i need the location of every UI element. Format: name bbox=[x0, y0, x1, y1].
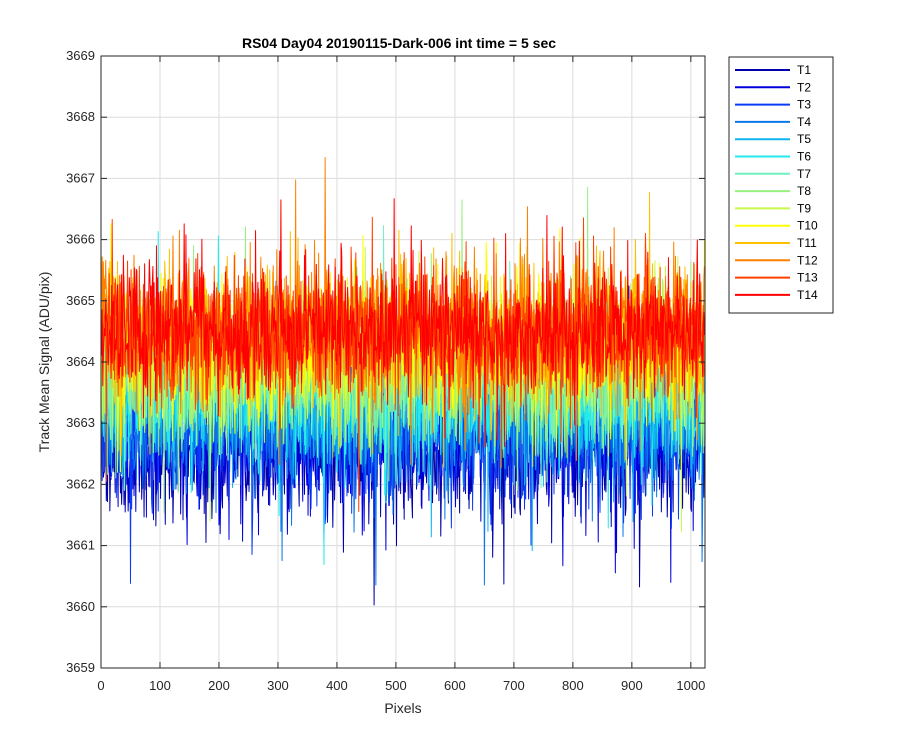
y-tick-label: 3664 bbox=[66, 354, 95, 369]
legend-label: T6 bbox=[797, 150, 811, 164]
y-tick-label: 3659 bbox=[66, 660, 95, 675]
x-tick-label: 1000 bbox=[676, 678, 705, 693]
plot-area bbox=[100, 55, 706, 669]
x-tick-label: 700 bbox=[503, 678, 525, 693]
x-axis: 0 100 200 300 400 500 600 700 800 900 1000 bbox=[97, 56, 705, 693]
x-tick-label: 800 bbox=[562, 678, 584, 693]
y-tick-label: 3667 bbox=[66, 170, 95, 185]
x-axis-label: Pixels bbox=[384, 700, 421, 716]
y-tick-label: 3668 bbox=[66, 109, 95, 124]
chart-title: RS04 Day04 20190115-Dark-006 int time = … bbox=[242, 35, 556, 51]
legend-label: T10 bbox=[797, 219, 818, 233]
y-tick-label: 3669 bbox=[66, 48, 95, 63]
y-tick-label: 3660 bbox=[66, 599, 95, 614]
x-tick-label: 300 bbox=[267, 678, 289, 693]
x-tick-label: 200 bbox=[208, 678, 230, 693]
x-tick-label: 500 bbox=[385, 678, 407, 693]
y-tick-label: 3663 bbox=[66, 415, 95, 430]
legend-label: T7 bbox=[797, 167, 811, 181]
y-tick-label: 3661 bbox=[66, 538, 95, 553]
legend-label: T9 bbox=[797, 201, 811, 215]
x-tick-label: 0 bbox=[97, 678, 104, 693]
legend-label: T2 bbox=[797, 80, 811, 94]
legend-label: T14 bbox=[797, 288, 818, 302]
legend-label: T13 bbox=[797, 271, 818, 285]
series-line-t14 bbox=[100, 198, 705, 448]
legend-label: T1 bbox=[797, 63, 811, 77]
y-tick-label: 3666 bbox=[66, 232, 95, 247]
y-axis: 3659 3660 3661 3662 3663 3664 3665 3666 3667 3668… bbox=[66, 48, 705, 675]
legend-label: T11 bbox=[797, 236, 817, 250]
legend-label: T8 bbox=[797, 184, 811, 198]
legend-box bbox=[728, 56, 834, 314]
x-tick-label: 600 bbox=[444, 678, 466, 693]
y-tick-label: 3665 bbox=[66, 293, 95, 308]
y-tick-label: 3662 bbox=[66, 476, 95, 491]
legend: T1 T2 T3 T4 T5 T6 T7 T8 T9 T10 T11 T12 T13 T14 bbox=[728, 56, 834, 314]
legend-label: T3 bbox=[797, 98, 811, 112]
x-tick-label: 400 bbox=[326, 678, 348, 693]
x-tick-label: 100 bbox=[149, 678, 171, 693]
legend-label: T4 bbox=[797, 115, 811, 129]
legend-label: T12 bbox=[797, 253, 818, 267]
y-axis-label: Track Mean Signal (ADU/pix) bbox=[36, 272, 52, 453]
x-tick-label: 900 bbox=[621, 678, 643, 693]
series-group bbox=[100, 156, 705, 606]
legend-label: T5 bbox=[797, 132, 811, 146]
